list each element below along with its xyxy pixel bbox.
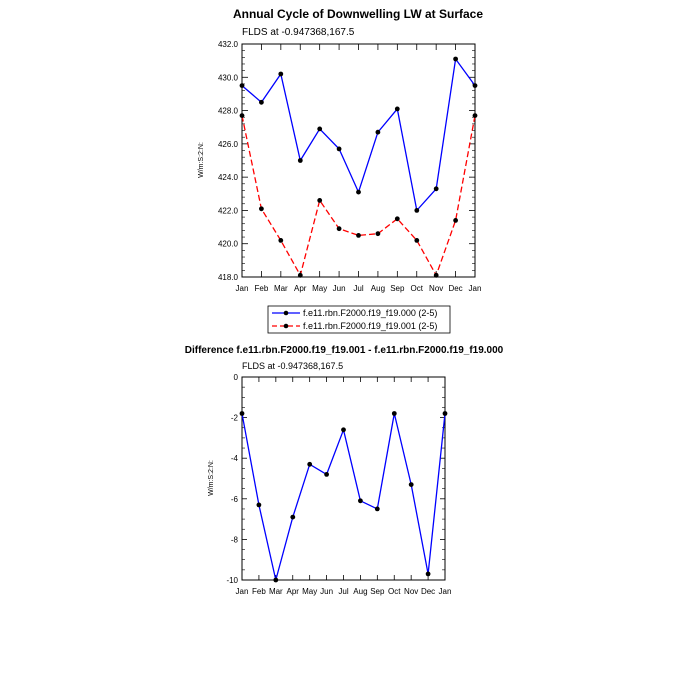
data-point [394, 216, 400, 222]
data-point [290, 514, 296, 520]
x-tick-label: Mar [269, 587, 283, 596]
legend-marker-series2 [283, 323, 289, 329]
chart1-title: Annual Cycle of Downwelling LW at Surfac… [233, 7, 483, 21]
data-point [375, 129, 381, 135]
legend-label-series2: f.e11.rbn.F2000.f19_f19.001 (2-5) [303, 321, 437, 331]
data-point [336, 146, 342, 152]
chart1-subtitle: FLDS at -0.947368,167.5 [242, 27, 355, 38]
x-tick-label: Dec [421, 587, 435, 596]
x-tick-label: Jul [338, 587, 348, 596]
data-point [394, 106, 400, 112]
y-tick-label: 432.0 [218, 40, 239, 49]
x-tick-label: Jan [236, 587, 249, 596]
y-tick-label: -8 [231, 535, 239, 544]
x-tick-label: Apr [294, 284, 307, 293]
data-point [273, 577, 279, 583]
y-tick-label: 424.0 [218, 173, 239, 182]
y-tick-label: -6 [231, 495, 239, 504]
data-point [374, 506, 380, 512]
data-point [375, 231, 381, 237]
data-point [324, 472, 329, 477]
data-point [278, 238, 284, 243]
x-tick-label: Jan [439, 587, 452, 596]
data-point [256, 502, 262, 508]
x-tick-label: Apr [287, 587, 300, 596]
chart1-legend: f.e11.rbn.F2000.f19_f19.000 (2-5) f.e11.… [267, 305, 451, 334]
x-tick-label: Aug [353, 587, 367, 596]
x-tick-label: Sep [390, 284, 405, 293]
data-point [239, 411, 245, 416]
x-tick-label: Nov [404, 587, 418, 596]
x-tick-label: Feb [252, 587, 266, 596]
data-point [453, 218, 458, 223]
data-point [414, 208, 420, 213]
data-point [259, 99, 264, 105]
data-point [317, 126, 323, 132]
chart1-plot: 418.0 420.0 422.0 424.0 426.0 428.0 430.0 432.0… [218, 40, 481, 293]
data-point [472, 83, 478, 88]
y-tick-label: 426.0 [218, 140, 239, 149]
data-point [259, 206, 264, 212]
plot-frame [241, 376, 446, 581]
x-tick-label: Oct [411, 284, 424, 293]
x-tick-label: Sep [370, 587, 385, 596]
data-point [408, 482, 414, 487]
data-point [341, 427, 346, 433]
data-point [414, 238, 420, 243]
data-point [356, 189, 361, 195]
x-tick-label: Jan [469, 284, 482, 293]
data-point [297, 158, 303, 163]
data-point [425, 571, 431, 577]
chart2-title: Difference f.e11.rbn.F2000.f19_f19.001 -… [185, 345, 504, 356]
x-tick-label: Aug [371, 284, 385, 293]
data-point [278, 71, 284, 77]
data-point [358, 498, 363, 504]
x-tick-label: Nov [429, 284, 443, 293]
y-tick-label: 430.0 [218, 73, 239, 82]
x-tick-label: Jan [236, 284, 249, 293]
data-point [239, 83, 245, 88]
x-tick-label: Jun [320, 587, 333, 596]
chart1-ylabel: W/m:S:2:N: [198, 142, 205, 178]
data-point [239, 113, 245, 118]
y-tick-label: -2 [231, 414, 239, 423]
legend-label-series1: f.e11.rbn.F2000.f19_f19.000 (2-5) [303, 308, 437, 318]
y-tick-label: -4 [231, 454, 239, 463]
x-tick-label: Dec [448, 284, 462, 293]
y-tick-label: 428.0 [218, 107, 239, 116]
series-line-1 [241, 413, 446, 581]
y-tick-label: 422.0 [218, 206, 239, 215]
series-line-2 [241, 115, 476, 278]
data-point [356, 233, 361, 238]
data-point [307, 461, 313, 467]
y-tick-label: -10 [226, 576, 238, 585]
data-point [391, 411, 397, 416]
data-point [453, 56, 458, 62]
series-line-1 [241, 57, 476, 212]
data-point [297, 272, 303, 278]
x-tick-label: Jul [353, 284, 363, 293]
data-point [433, 186, 439, 192]
data-point [472, 113, 478, 118]
x-tick-label: Mar [274, 284, 288, 293]
x-tick-label: Jun [333, 284, 346, 293]
x-tick-label: Oct [388, 587, 401, 596]
x-tick-label: May [312, 284, 327, 293]
data-point [442, 411, 448, 416]
data-point [317, 198, 323, 203]
legend-marker-series1 [283, 310, 289, 316]
y-tick-label: 418.0 [218, 273, 239, 282]
chart2-ylabel: W/m:S:2:N: [208, 460, 215, 496]
y-tick-label: 0 [234, 373, 239, 382]
data-point [336, 226, 342, 232]
legend-box [267, 305, 451, 334]
y-tick-label: 420.0 [218, 240, 239, 249]
x-tick-label: May [302, 587, 317, 596]
chart2-subtitle: FLDS at -0.947368,167.5 [242, 361, 343, 371]
x-tick-label: Feb [255, 284, 269, 293]
data-point [433, 272, 439, 278]
